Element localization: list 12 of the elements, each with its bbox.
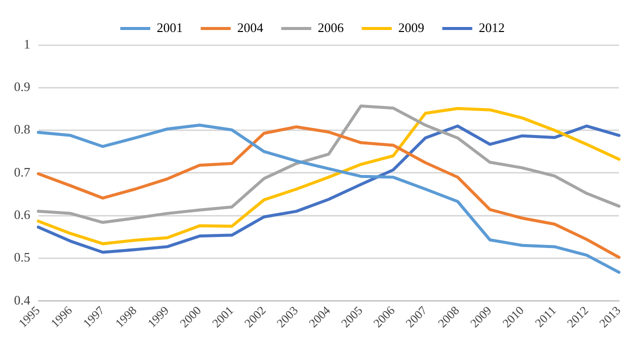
y-tick-label: 0.5 (14, 250, 30, 265)
y-tick-label: 0.8 (14, 122, 30, 137)
y-tick-label: 0.9 (14, 79, 30, 94)
y-tick-label: 1 (24, 36, 30, 52)
legend-label: 2006 (318, 20, 344, 35)
legend-label: 2001 (156, 20, 183, 35)
y-tick-label: 0.7 (14, 164, 31, 180)
y-tick-label: 0.4 (14, 292, 31, 308)
legend-label: 2009 (398, 20, 424, 35)
legend-label: 2004 (237, 20, 264, 35)
y-tick-label: 0.6 (14, 206, 31, 222)
legend-label: 2012 (478, 20, 505, 35)
